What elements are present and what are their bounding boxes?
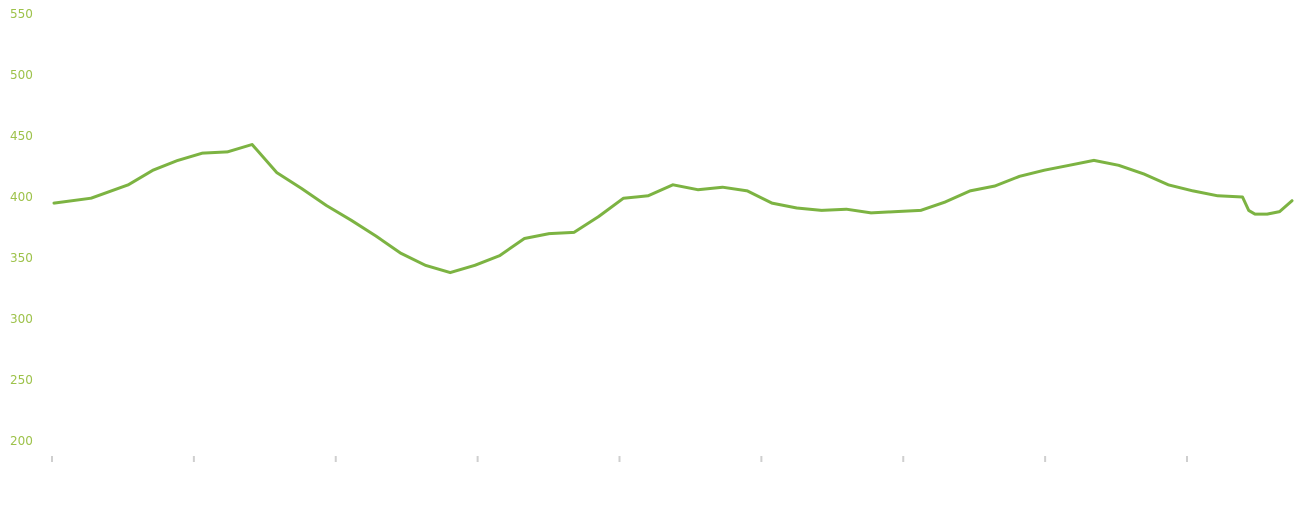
x-tick-mark bbox=[902, 456, 905, 462]
y-axis: 550 500 450 400 350 300 250 200 bbox=[10, 7, 33, 448]
x-tick-mark bbox=[618, 456, 621, 462]
x-tick-mark bbox=[192, 456, 195, 462]
series-line bbox=[52, 143, 1294, 275]
x-tick-mark bbox=[1186, 456, 1188, 462]
y-tick-label: 250 bbox=[10, 373, 33, 387]
y-tick-label: 200 bbox=[10, 434, 33, 448]
x-axis bbox=[51, 456, 1188, 462]
y-tick-label: 400 bbox=[10, 190, 33, 204]
x-tick-mark bbox=[334, 456, 337, 462]
y-tick-label: 550 bbox=[10, 7, 33, 21]
x-tick-mark bbox=[51, 456, 53, 462]
x-tick-mark bbox=[476, 456, 479, 462]
y-tick-label: 450 bbox=[10, 129, 33, 143]
series-layer bbox=[52, 143, 1294, 275]
x-tick-mark bbox=[1044, 456, 1047, 462]
y-tick-label: 350 bbox=[10, 251, 33, 265]
x-tick-mark bbox=[760, 456, 763, 462]
y-tick-label: 500 bbox=[10, 68, 33, 82]
y-tick-label: 300 bbox=[10, 312, 33, 326]
